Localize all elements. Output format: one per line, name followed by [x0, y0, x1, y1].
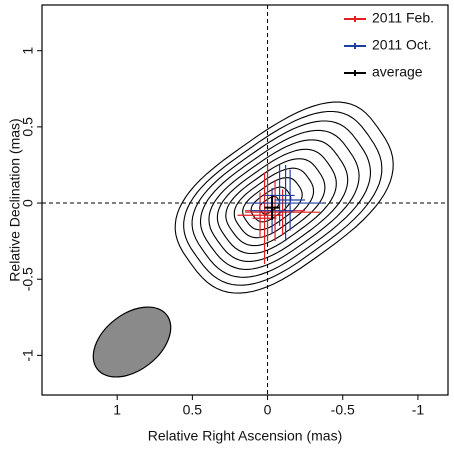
x-axis-label: Relative Right Ascension (mas): [148, 428, 343, 444]
y-tick-label: 0: [20, 199, 36, 207]
beam: [92, 306, 172, 378]
x-tick-label: -0.5: [331, 402, 355, 418]
plot-frame: [41, 4, 449, 396]
contour: [208, 139, 349, 262]
legend-label: average: [372, 64, 423, 80]
contour: [225, 158, 326, 247]
y-tick-label: 1: [20, 47, 36, 55]
y-tick-label: -0.5: [20, 267, 36, 291]
y-tick-label: 0.5: [20, 117, 36, 137]
contour: [259, 196, 280, 215]
contour: [233, 167, 315, 239]
x-tick-label: 1: [113, 402, 121, 418]
series: [264, 195, 280, 220]
legend-label: 2011 Feb.: [372, 10, 434, 26]
contour: [174, 101, 394, 294]
y-axis-label: Relative Declination (mas): [7, 118, 23, 281]
contour: [191, 120, 372, 278]
contour: [183, 110, 383, 286]
contour: [242, 177, 303, 231]
x-tick-label: -1: [412, 402, 425, 418]
contour: [216, 148, 337, 255]
beam-ellipse: [92, 306, 172, 378]
legend-label: 2011 Oct.: [372, 37, 432, 53]
contour: [199, 129, 360, 270]
x-tick-label: 0.5: [183, 402, 203, 418]
x-tick-label: 0: [264, 402, 272, 418]
y-tick-label: -1: [20, 349, 36, 362]
